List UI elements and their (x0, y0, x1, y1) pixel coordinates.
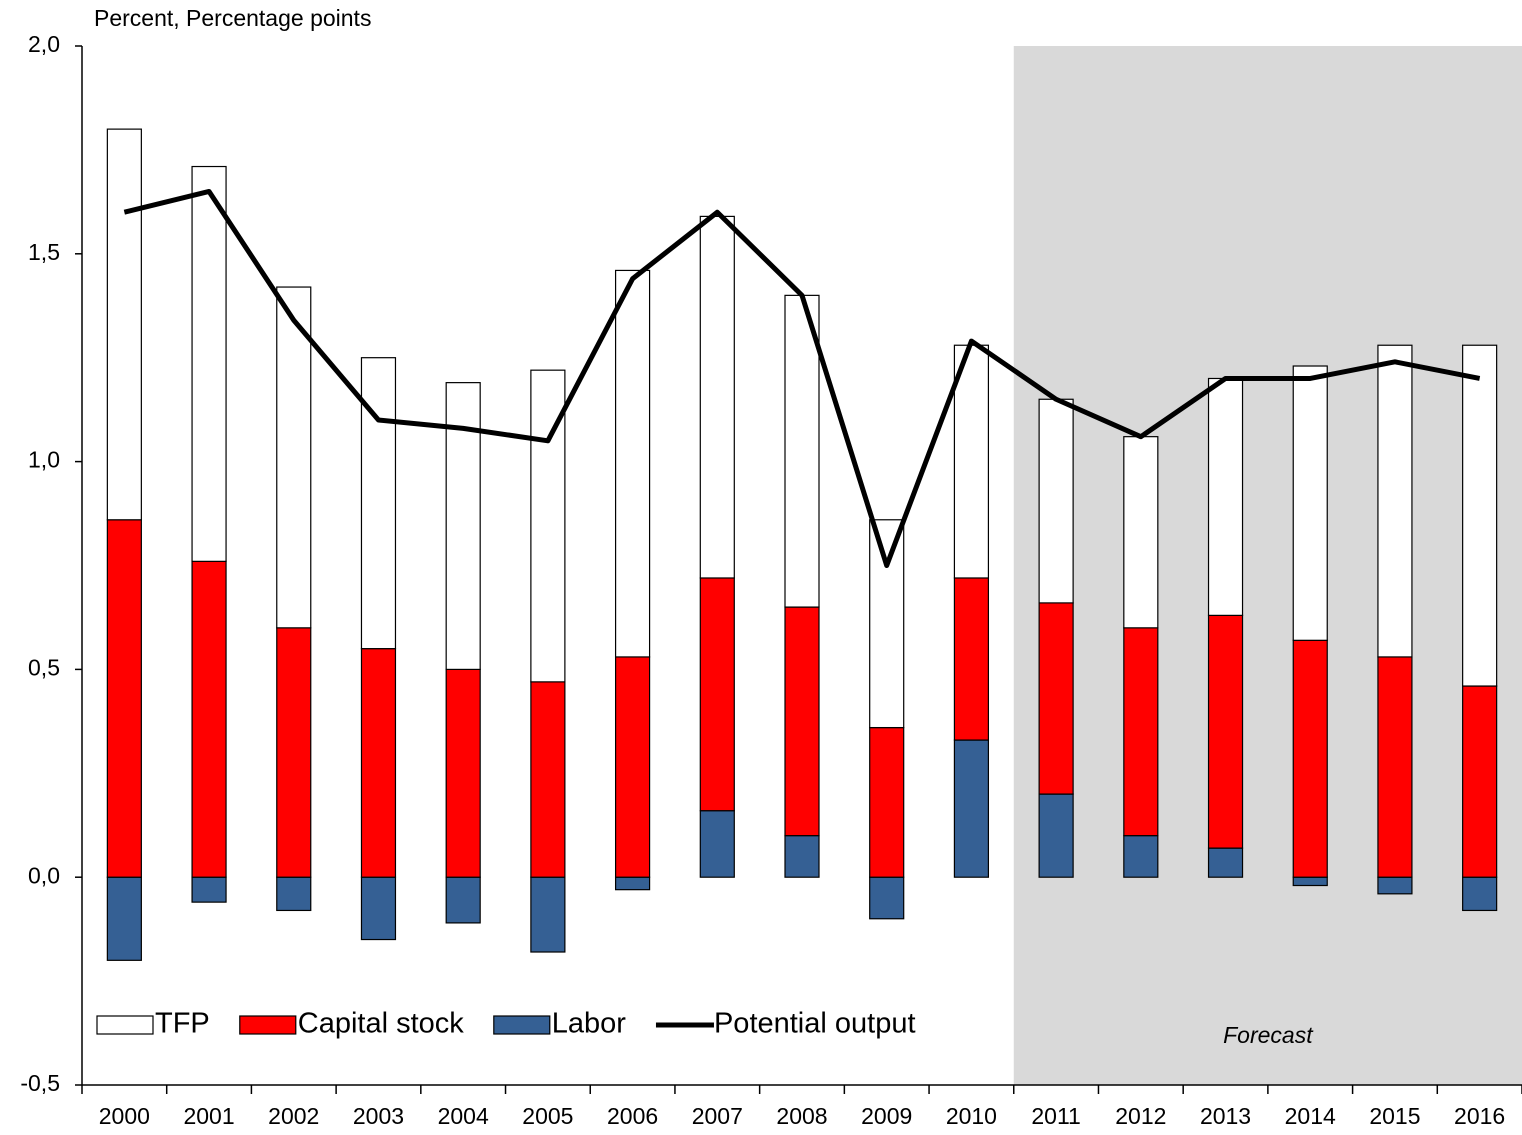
legend-label: Potential output (714, 1008, 916, 1040)
bar (1207, 847, 1244, 878)
x-tick-label: 2001 (183, 1103, 234, 1129)
bar (191, 876, 227, 903)
legend-label: TFP (155, 1008, 210, 1040)
bar (1292, 639, 1328, 878)
bar (276, 627, 312, 878)
bar (106, 519, 142, 878)
bar (784, 606, 820, 837)
bar (614, 876, 651, 891)
bar (1377, 656, 1413, 878)
bar (530, 681, 566, 878)
x-tick-label: 2008 (776, 1103, 827, 1129)
y-tick-label: 0,5 (28, 654, 60, 680)
legend-label: Labor (552, 1008, 627, 1040)
x-tick-label: 2012 (1115, 1103, 1166, 1129)
bar (445, 876, 481, 924)
bar (869, 876, 905, 920)
legend-swatch (239, 1015, 297, 1035)
bar (1038, 793, 1074, 878)
bar (614, 269, 651, 658)
y-tick-label: 2,0 (28, 31, 60, 57)
bar (1207, 614, 1244, 849)
bar (699, 577, 735, 812)
bar (953, 577, 990, 741)
bar (1123, 835, 1159, 878)
x-tick-label: 2015 (1369, 1103, 1420, 1129)
bar (784, 294, 820, 608)
bar (953, 344, 990, 579)
bar (869, 519, 905, 729)
x-tick-label: 2007 (692, 1103, 743, 1129)
x-tick-label: 2006 (607, 1103, 658, 1129)
bar (276, 286, 312, 629)
bar (445, 668, 481, 878)
x-tick-label: 2014 (1285, 1103, 1336, 1129)
bar (953, 739, 990, 878)
x-tick-label: 2010 (946, 1103, 997, 1129)
y-tick-label: 1,5 (28, 239, 60, 265)
x-tick-label: 2002 (268, 1103, 319, 1129)
bar (1292, 365, 1328, 641)
x-tick-label: 2009 (861, 1103, 912, 1129)
x-tick-label: 2011 (1031, 1103, 1080, 1129)
y-tick-label: 0,0 (28, 862, 60, 888)
bar (1038, 602, 1074, 795)
bar (1123, 436, 1159, 629)
bar (191, 560, 227, 878)
bar (1462, 344, 1498, 687)
y-tick-label: -0,5 (20, 1070, 60, 1096)
x-tick-label: 2000 (99, 1103, 150, 1129)
legend-swatch (96, 1015, 154, 1035)
bar (784, 835, 820, 878)
forecast-region (1013, 46, 1522, 1085)
bar (869, 726, 905, 878)
bar (360, 648, 397, 878)
bar (614, 656, 651, 878)
y-tick-label: 1,0 (28, 447, 60, 473)
bar (1207, 377, 1244, 616)
line (123, 188, 1481, 568)
legend-swatch (493, 1015, 551, 1035)
x-tick-label: 2005 (522, 1103, 573, 1129)
x-tick-label: 2004 (438, 1103, 489, 1129)
x-tick-label: 2013 (1200, 1103, 1251, 1129)
bar (191, 165, 227, 562)
bar (1462, 685, 1498, 878)
bar (276, 876, 312, 912)
bar (1038, 398, 1074, 604)
bar (1462, 876, 1498, 912)
bar (699, 810, 735, 878)
bar (530, 876, 566, 953)
bar (106, 876, 142, 961)
bar (1377, 344, 1413, 658)
legend-label: Capital stock (298, 1008, 465, 1040)
x-tick-label: 2016 (1454, 1103, 1505, 1129)
x-tick-label: 2003 (353, 1103, 404, 1129)
bar (1123, 627, 1159, 837)
bar (699, 215, 735, 579)
bar (1292, 876, 1328, 887)
bar (1377, 876, 1413, 895)
bar (360, 876, 397, 941)
forecast-label: Forecast (1223, 1022, 1314, 1048)
bar (106, 128, 142, 521)
bar (360, 357, 397, 650)
chart-title: Percent, Percentage points (94, 5, 371, 31)
